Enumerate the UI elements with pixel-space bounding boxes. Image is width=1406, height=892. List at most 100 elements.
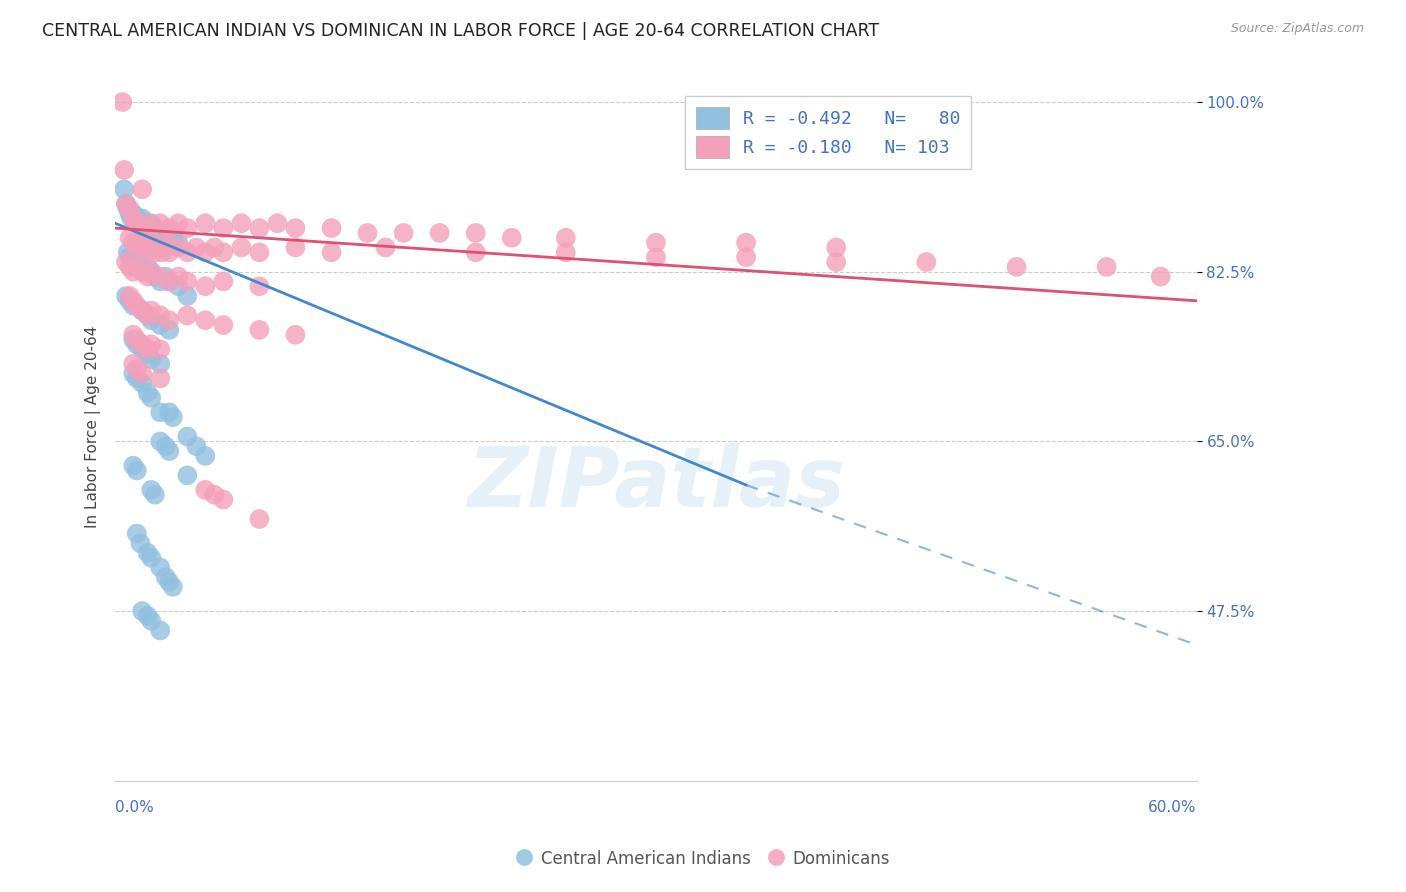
Point <box>141 483 163 497</box>
Point <box>1005 260 1028 274</box>
Point <box>136 260 159 274</box>
Point <box>501 231 523 245</box>
Point <box>125 361 148 376</box>
Point <box>155 269 177 284</box>
Point <box>645 235 668 250</box>
Point <box>131 303 153 318</box>
Point <box>141 391 163 405</box>
Text: 60.0%: 60.0% <box>1149 800 1197 815</box>
Point <box>155 439 177 453</box>
Point <box>162 231 184 245</box>
Point <box>149 371 172 385</box>
Point <box>247 323 270 337</box>
Point <box>194 279 217 293</box>
Point <box>157 245 180 260</box>
Point <box>118 293 141 308</box>
Point <box>122 235 145 250</box>
Point <box>136 309 159 323</box>
Point <box>162 580 184 594</box>
Point <box>112 163 135 178</box>
Point <box>120 211 142 226</box>
Point <box>125 299 148 313</box>
Point <box>131 265 153 279</box>
Point <box>131 221 153 235</box>
Point <box>125 526 148 541</box>
Point <box>125 371 148 385</box>
Point <box>141 265 163 279</box>
Point <box>141 337 163 351</box>
Point <box>120 255 142 269</box>
Point <box>150 226 173 240</box>
Y-axis label: In Labor Force | Age 20-64: In Labor Force | Age 20-64 <box>86 326 101 528</box>
Point <box>122 333 145 347</box>
Point <box>141 303 163 318</box>
Point <box>212 318 235 332</box>
Point <box>129 536 152 550</box>
Point <box>554 231 576 245</box>
Point <box>136 309 159 323</box>
Point <box>176 275 198 289</box>
Point <box>155 235 177 250</box>
Point <box>124 211 146 226</box>
Point <box>149 216 172 230</box>
Point <box>136 245 159 260</box>
Point <box>122 327 145 342</box>
Point <box>131 211 153 226</box>
Point <box>149 235 172 250</box>
Point <box>149 357 172 371</box>
Point <box>162 410 184 425</box>
Point <box>212 492 235 507</box>
Text: Source: ZipAtlas.com: Source: ZipAtlas.com <box>1230 22 1364 36</box>
Text: ZIPatlas: ZIPatlas <box>467 443 845 524</box>
Text: 0.0%: 0.0% <box>115 800 153 815</box>
Point <box>118 250 141 264</box>
Point <box>157 221 180 235</box>
Point <box>212 221 235 235</box>
Point <box>132 265 155 279</box>
Point <box>247 279 270 293</box>
Point <box>122 206 145 220</box>
Point <box>125 255 148 269</box>
Point <box>284 327 307 342</box>
Point <box>167 216 190 230</box>
Point <box>136 546 159 560</box>
Point <box>148 231 170 245</box>
Point <box>136 347 159 361</box>
Point <box>136 386 159 401</box>
Point <box>155 570 177 584</box>
Point <box>136 221 159 235</box>
Point <box>202 488 225 502</box>
Point <box>429 226 451 240</box>
Point <box>118 231 141 245</box>
Point <box>149 624 172 638</box>
Point <box>825 255 848 269</box>
Point <box>247 221 270 235</box>
Point <box>125 216 148 230</box>
Point <box>136 343 159 357</box>
Point <box>125 333 148 347</box>
Point <box>157 275 180 289</box>
Point <box>149 560 172 574</box>
Point <box>125 240 148 254</box>
Point <box>136 608 159 623</box>
Point <box>266 216 288 230</box>
Point <box>132 216 155 230</box>
Point <box>231 216 253 230</box>
Point <box>129 235 152 250</box>
Point <box>247 512 270 526</box>
Point <box>125 463 148 477</box>
Point <box>131 343 153 357</box>
Point <box>129 216 152 230</box>
Text: CENTRAL AMERICAN INDIAN VS DOMINICAN IN LABOR FORCE | AGE 20-64 CORRELATION CHAR: CENTRAL AMERICAN INDIAN VS DOMINICAN IN … <box>42 22 879 40</box>
Point <box>122 367 145 381</box>
Point <box>149 405 172 419</box>
Point <box>1095 260 1118 274</box>
Point <box>141 550 163 565</box>
Point <box>176 289 198 303</box>
Point <box>118 260 141 274</box>
Point <box>143 488 166 502</box>
Point <box>231 240 253 254</box>
Point <box>132 240 155 254</box>
Point <box>157 405 180 419</box>
Point <box>735 235 758 250</box>
